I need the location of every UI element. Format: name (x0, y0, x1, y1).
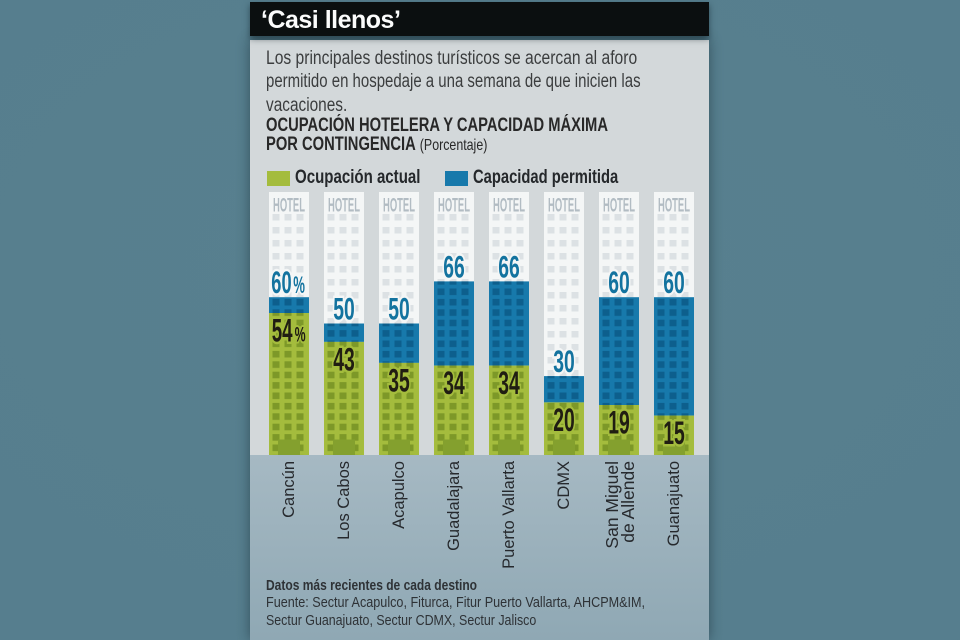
svg-text:20: 20 (553, 402, 575, 438)
svg-text:60: 60 (663, 264, 685, 300)
svg-text:60: 60 (271, 264, 291, 300)
svg-text:50: 50 (333, 291, 355, 327)
svg-text:54: 54 (272, 313, 293, 349)
svg-text:HOTEL: HOTEL (548, 196, 580, 217)
svg-text:30: 30 (553, 343, 575, 379)
svg-text:HOTEL: HOTEL (273, 196, 305, 217)
svg-text:HOTEL: HOTEL (603, 196, 635, 217)
svg-text:60: 60 (608, 264, 630, 300)
svg-text:66: 66 (443, 248, 465, 284)
svg-text:34: 34 (498, 365, 520, 401)
svg-text:35: 35 (388, 362, 410, 398)
svg-text:HOTEL: HOTEL (658, 196, 690, 217)
svg-text:HOTEL: HOTEL (383, 196, 415, 217)
svg-text:43: 43 (333, 341, 355, 377)
svg-text:19: 19 (608, 405, 630, 441)
svg-text:66: 66 (498, 248, 520, 284)
svg-text:HOTEL: HOTEL (328, 196, 360, 217)
svg-text:50: 50 (388, 291, 410, 327)
svg-text:15: 15 (663, 415, 685, 451)
svg-text:HOTEL: HOTEL (493, 196, 525, 217)
svg-text:HOTEL: HOTEL (438, 196, 470, 217)
svg-text:34: 34 (443, 365, 465, 401)
svg-text:%: % (293, 272, 305, 299)
svg-text:%: % (295, 323, 306, 347)
